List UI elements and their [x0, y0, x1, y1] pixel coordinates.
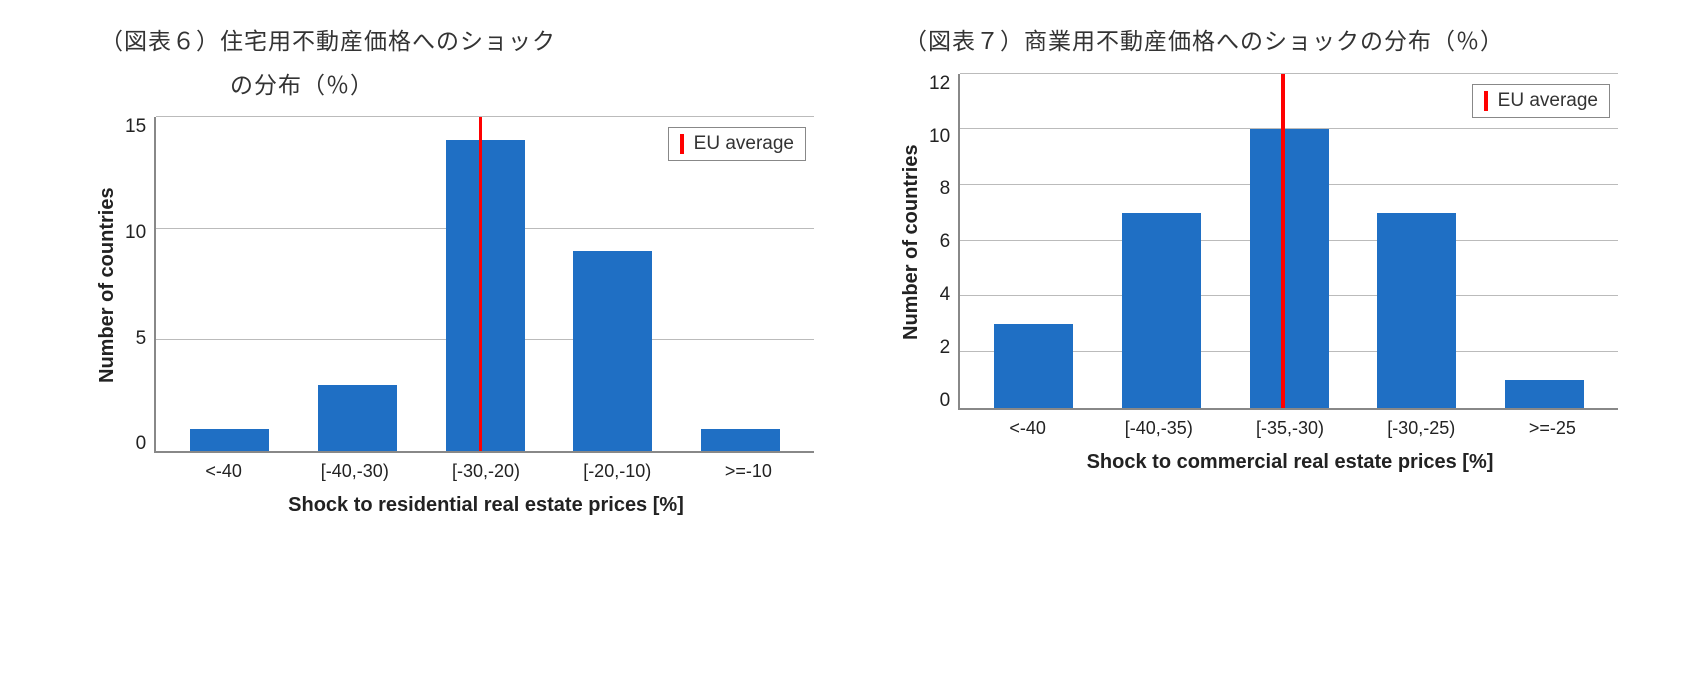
legend-right: EU average: [1472, 84, 1610, 118]
x-tick: >=-10: [683, 461, 814, 482]
eu-average-line: [479, 117, 483, 451]
x-tick: <-40: [962, 418, 1093, 439]
chart-area-left: Number of countries 15 10 5 0 EU average <-…: [90, 117, 814, 517]
y-tick: 15: [125, 117, 146, 136]
bar: [318, 385, 397, 452]
avg-line-icon: [1484, 91, 1488, 111]
chart-title-right: （図表７）商業用不動産価格へのショックの分布（％）: [894, 20, 1618, 64]
bars-left: [156, 117, 814, 451]
plot-wrapper: Number of countries 15 10 5 0 EU average: [90, 117, 814, 453]
y-tick: 10: [929, 127, 950, 146]
y-axis-label: Number of countries: [894, 74, 929, 410]
bar-slot: [1353, 74, 1481, 408]
legend-left: EU average: [668, 127, 806, 161]
x-tick: <-40: [158, 461, 289, 482]
y-ticks-left: 15 10 5 0: [125, 117, 154, 453]
bar-slot: [1098, 74, 1226, 408]
y-tick: 12: [929, 74, 950, 93]
bars-right: [960, 74, 1618, 408]
y-tick: 0: [136, 434, 147, 453]
chart-title-line2: の分布（％）: [100, 64, 814, 108]
bar: [1250, 129, 1329, 407]
x-tick: >=-25: [1487, 418, 1618, 439]
y-axis-label: Number of countries: [90, 117, 125, 453]
x-tick: [-40,-30): [289, 461, 420, 482]
bar-slot: [676, 117, 804, 451]
bar-slot: [1480, 74, 1608, 408]
bar: [1377, 213, 1456, 408]
legend-text: EU average: [694, 133, 794, 155]
y-tick: 5: [136, 329, 147, 348]
bar: [190, 429, 269, 451]
legend-text: EU average: [1498, 90, 1598, 112]
chart-title-left: （図表６）住宅用不動産価格へのショック の分布（％）: [90, 20, 814, 107]
x-ticks-left: <-40[-40,-30)[-30,-20)[-20,-10)>=-10: [158, 453, 814, 482]
x-ticks-right: <-40[-40,-35)[-35,-30)[-30,-25)>=-25: [962, 410, 1618, 439]
plot-region-right: EU average: [958, 74, 1618, 410]
chart-title-line1: （図表６）住宅用不動産価格へのショック: [100, 20, 814, 64]
x-tick: [-30,-25): [1356, 418, 1487, 439]
chart-panel-commercial: （図表７）商業用不動産価格へのショックの分布（％） Number of coun…: [894, 20, 1618, 517]
x-section: <-40[-40,-35)[-35,-30)[-30,-25)>=-25 Sho…: [962, 410, 1618, 474]
bar-slot: [421, 117, 549, 451]
y-tick: 0: [940, 391, 951, 410]
bar: [701, 429, 780, 451]
bar: [446, 140, 525, 452]
x-section: <-40[-40,-30)[-30,-20)[-20,-10)>=-10 Sho…: [158, 453, 814, 517]
bar: [1505, 380, 1584, 408]
bar: [1122, 213, 1201, 408]
avg-line-icon: [680, 134, 684, 154]
y-tick: 6: [940, 232, 951, 251]
y-tick: 8: [940, 179, 951, 198]
x-tick: [-35,-30): [1224, 418, 1355, 439]
bar-slot: [970, 74, 1098, 408]
y-tick: 10: [125, 223, 146, 242]
x-axis-label: Shock to residential real estate prices …: [158, 494, 814, 517]
x-axis-label: Shock to commercial real estate prices […: [962, 451, 1618, 474]
charts-container: （図表６）住宅用不動産価格へのショック の分布（％） Number of cou…: [90, 20, 1618, 517]
y-ticks-right: 12 10 8 6 4 2 0: [929, 74, 958, 410]
bar-slot: [549, 117, 677, 451]
x-tick: [-30,-20): [420, 461, 551, 482]
bar: [994, 324, 1073, 408]
bar: [573, 251, 652, 451]
chart-panel-residential: （図表６）住宅用不動産価格へのショック の分布（％） Number of cou…: [90, 20, 814, 517]
bar-slot: [1225, 74, 1353, 408]
y-tick: 2: [940, 338, 951, 357]
y-tick: 4: [940, 285, 951, 304]
x-tick: [-20,-10): [552, 461, 683, 482]
bar-slot: [294, 117, 422, 451]
eu-average-line: [1281, 74, 1285, 408]
plot-region-left: EU average: [154, 117, 814, 453]
chart-area-right: Number of countries 12 10 8 6 4 2 0 EU average…: [894, 74, 1618, 474]
plot-wrapper: Number of countries 12 10 8 6 4 2 0 EU average: [894, 74, 1618, 410]
chart-title-line1: （図表７）商業用不動産価格へのショックの分布（％）: [904, 20, 1618, 64]
x-tick: [-40,-35): [1093, 418, 1224, 439]
bar-slot: [166, 117, 294, 451]
